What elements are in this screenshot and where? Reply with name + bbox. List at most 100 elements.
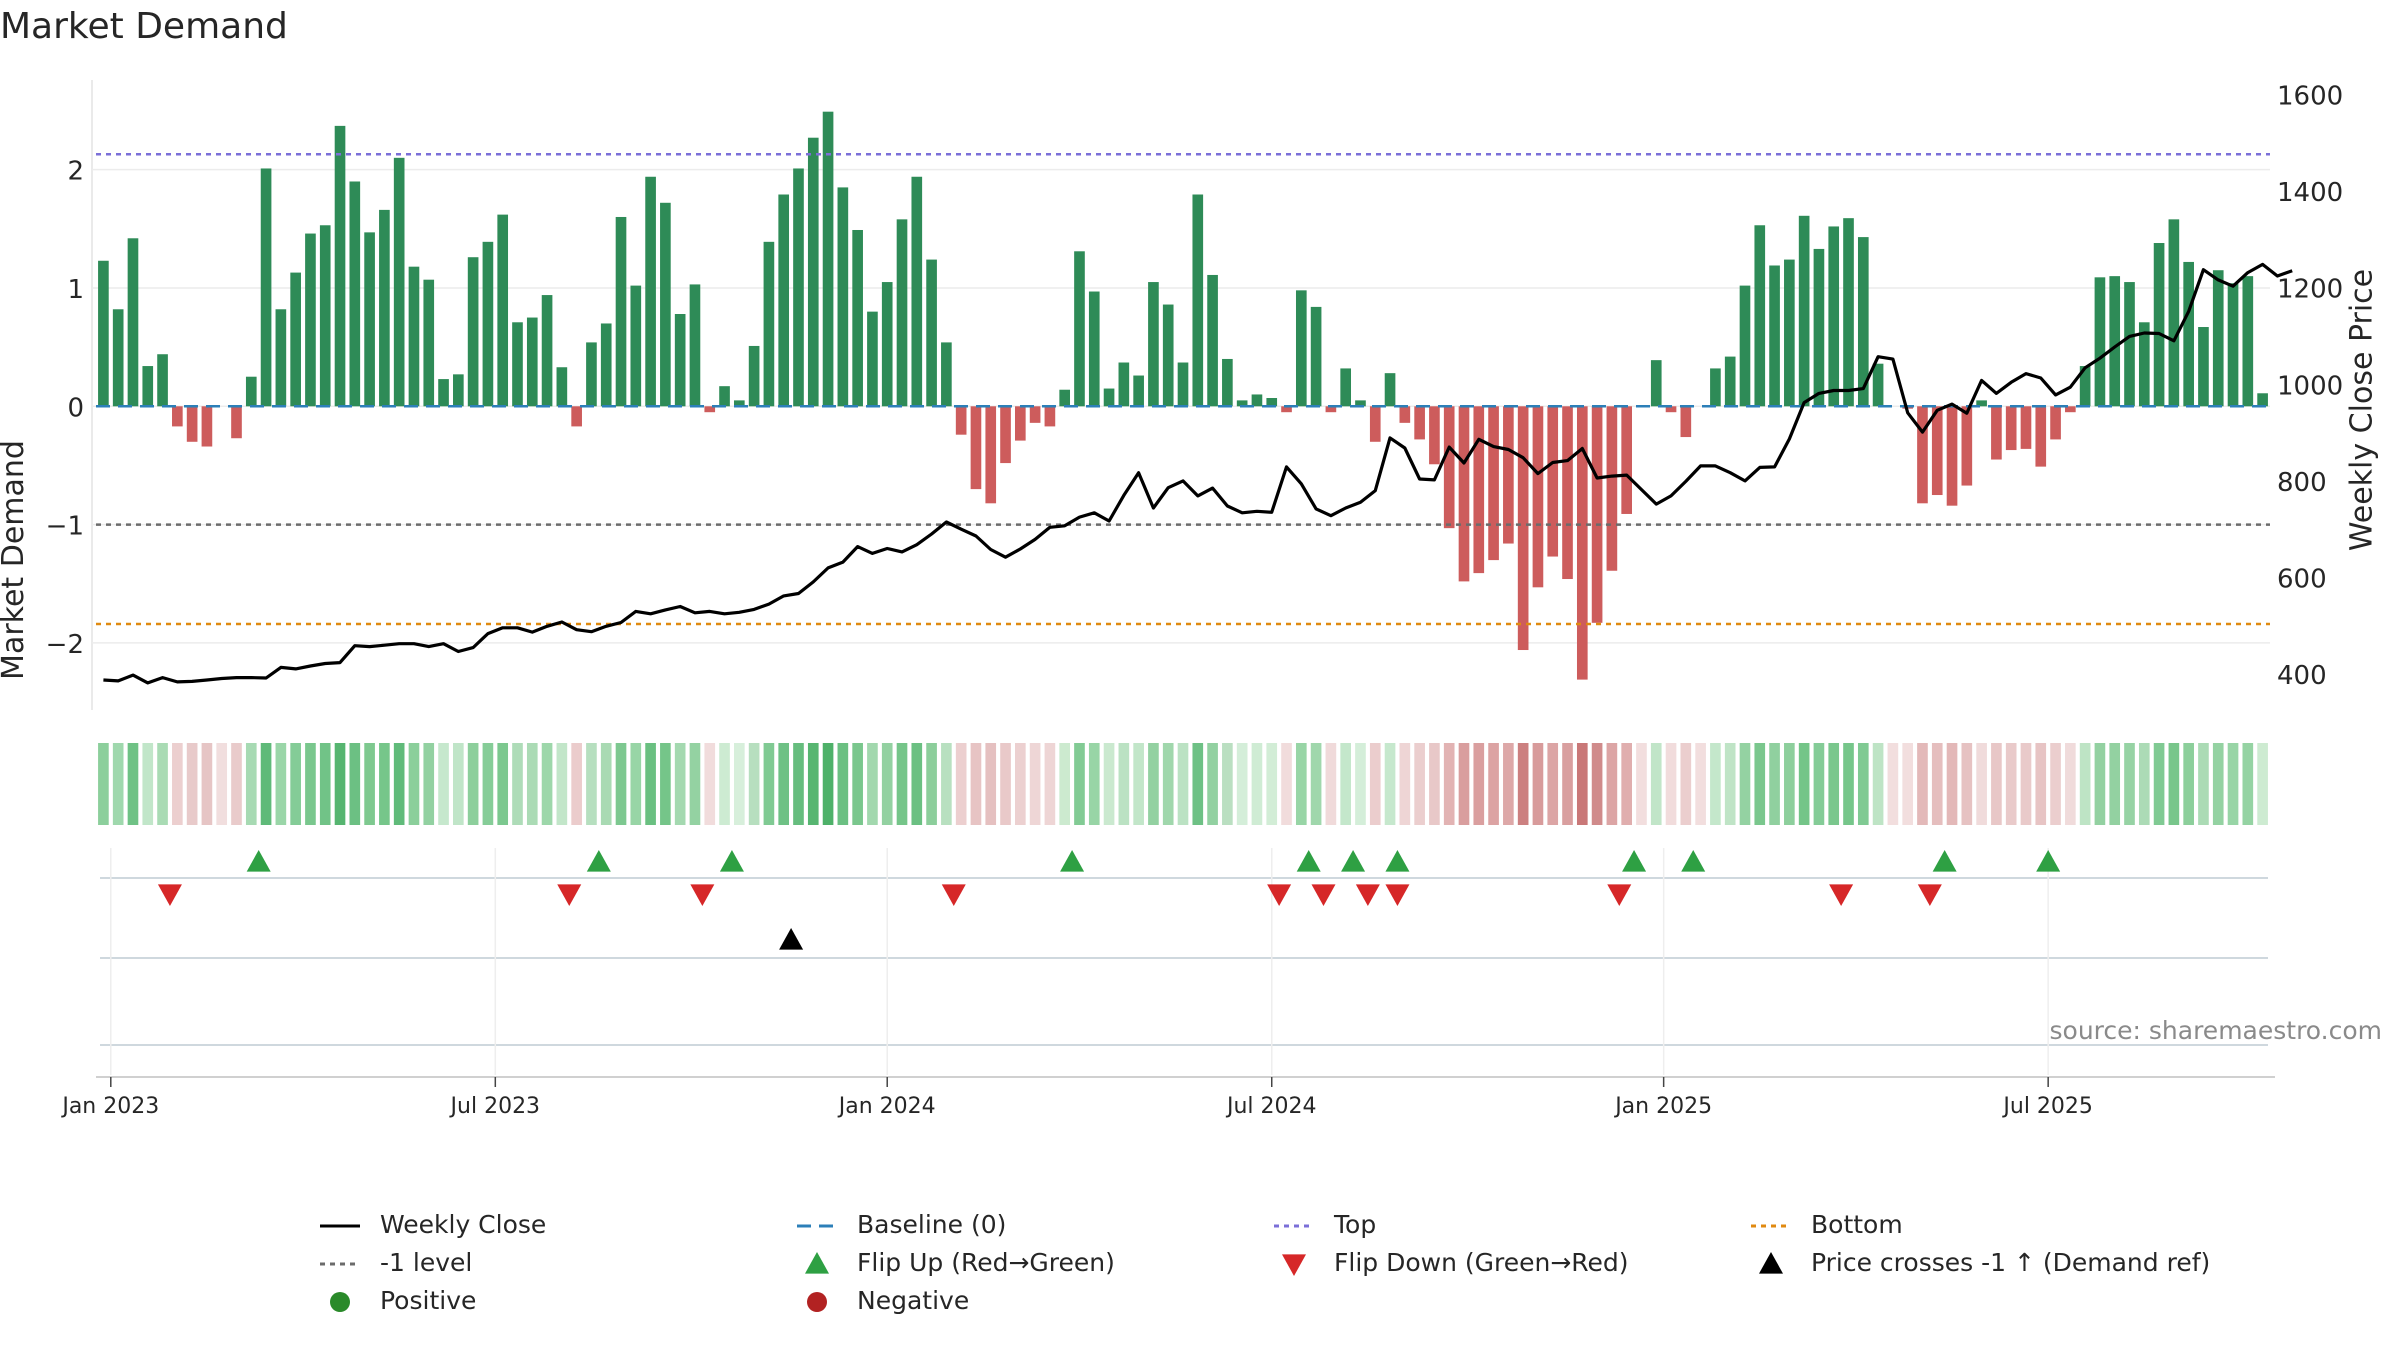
demand-bar-positive <box>1162 304 1174 407</box>
legend-swatch <box>807 1292 827 1312</box>
left-tick-label: 2 <box>67 157 84 187</box>
demand-bar-positive <box>526 317 538 407</box>
flip-up-marker <box>1296 850 1321 872</box>
demand-bar-positive <box>867 311 878 407</box>
demand-bar-positive <box>1650 360 1662 407</box>
left-tick-label: −1 <box>46 512 84 542</box>
heat-cell <box>2035 743 2047 825</box>
heat-cell <box>1710 743 1721 825</box>
heat-cell <box>1044 743 1056 825</box>
right-tick-label: 1000 <box>2277 371 2343 401</box>
demand-bar-positive <box>1813 248 1825 407</box>
demand-bar-positive <box>748 345 760 407</box>
heat-cell <box>1148 743 1159 825</box>
demand-bar-positive <box>1148 282 1159 407</box>
heat-cell <box>1843 743 1854 825</box>
demand-bar-positive <box>453 374 464 407</box>
heat-cell <box>734 743 745 825</box>
heat-cell <box>201 743 213 825</box>
heat-cell <box>2020 743 2032 825</box>
demand-bar-negative <box>186 406 198 442</box>
demand-bar-negative <box>1917 406 1928 504</box>
heat-cell <box>408 743 420 825</box>
heat-cell <box>393 743 405 825</box>
demand-bar-positive <box>541 295 553 407</box>
chart-title: Market Demand <box>0 6 288 47</box>
demand-bar-negative <box>231 406 242 439</box>
demand-bar-positive <box>1857 237 1869 407</box>
demand-bar-positive <box>2109 276 2121 407</box>
demand-bar-positive <box>1222 358 1233 407</box>
demand-bar-negative <box>1458 406 1470 582</box>
demand-bar-positive <box>2227 283 2239 407</box>
heat-cell <box>1931 743 1943 825</box>
heat-cell <box>1724 743 1736 825</box>
demand-bar-positive <box>364 232 375 407</box>
demand-bar-positive <box>1088 291 1100 407</box>
demand-bar-positive <box>660 202 671 407</box>
demand-bar-negative <box>970 406 982 490</box>
heat-cell <box>2124 743 2135 825</box>
demand-bar-positive <box>630 285 642 407</box>
heat-cell <box>2005 743 2017 825</box>
demand-bar-positive <box>98 260 109 407</box>
heat-cell <box>260 743 272 825</box>
heat-cell <box>1029 743 1041 825</box>
demand-bar-positive <box>689 284 701 407</box>
heat-cell <box>881 743 893 825</box>
heat-cell <box>2109 743 2121 825</box>
heat-cell <box>186 743 198 825</box>
heat-cell <box>1739 743 1751 825</box>
demand-bar-positive <box>1340 368 1352 407</box>
demand-bar-negative <box>1665 406 1677 413</box>
right-tick-label: 1400 <box>2277 178 2343 208</box>
heat-cell <box>1014 743 1026 825</box>
demand-bar-negative <box>1014 406 1026 441</box>
demand-bar-positive <box>674 314 686 407</box>
demand-bar-negative <box>172 406 183 427</box>
heat-cell <box>926 743 937 825</box>
left-tick-label: 1 <box>67 275 84 305</box>
demand-bar-positive <box>2212 270 2224 407</box>
demand-bar-negative <box>2065 406 2076 413</box>
heat-cell <box>526 743 538 825</box>
heat-cell <box>482 743 494 825</box>
heat-cell <box>142 743 154 825</box>
heat-cell <box>1532 743 1544 825</box>
demand-bar-negative <box>201 406 213 447</box>
demand-bar-negative <box>1946 406 1958 506</box>
heat-cell <box>822 743 834 825</box>
demand-bar-positive <box>2124 282 2135 407</box>
heat-cell <box>1429 743 1440 825</box>
demand-bar-negative <box>1517 406 1529 651</box>
demand-bar-positive <box>1828 226 1840 407</box>
demand-bar-positive <box>1843 218 1854 407</box>
demand-bar-positive <box>822 111 834 407</box>
demand-bar-positive <box>1769 265 1780 407</box>
demand-bar-positive <box>112 309 124 407</box>
x-tick-label: Jul 2024 <box>1225 1094 1317 1119</box>
demand-bar-positive <box>645 176 656 407</box>
heat-cell <box>586 743 597 825</box>
heat-cell <box>1784 743 1795 825</box>
demand-bar-negative <box>1443 406 1455 529</box>
heat-cell <box>1503 743 1514 825</box>
demand-bar-positive <box>1754 225 1766 407</box>
demand-bar-positive <box>275 309 287 407</box>
demand-bar-positive <box>2198 327 2209 407</box>
heat-cell <box>1222 743 1233 825</box>
demand-bar-positive <box>2183 261 2194 407</box>
demand-bar-positive <box>142 366 154 407</box>
demand-bar-positive <box>837 187 849 407</box>
flip-up-marker <box>2036 850 2061 872</box>
heat-cell <box>127 743 139 825</box>
demand-bar-positive <box>1798 215 1810 407</box>
heat-cell <box>1946 743 1958 825</box>
demand-bar-positive <box>1266 398 1278 407</box>
demand-bar-negative <box>2035 406 2047 467</box>
heat-cell <box>1976 743 1987 825</box>
demand-bar-negative <box>1621 406 1632 514</box>
demand-bar-positive <box>1784 259 1795 407</box>
heat-cell <box>319 743 331 825</box>
